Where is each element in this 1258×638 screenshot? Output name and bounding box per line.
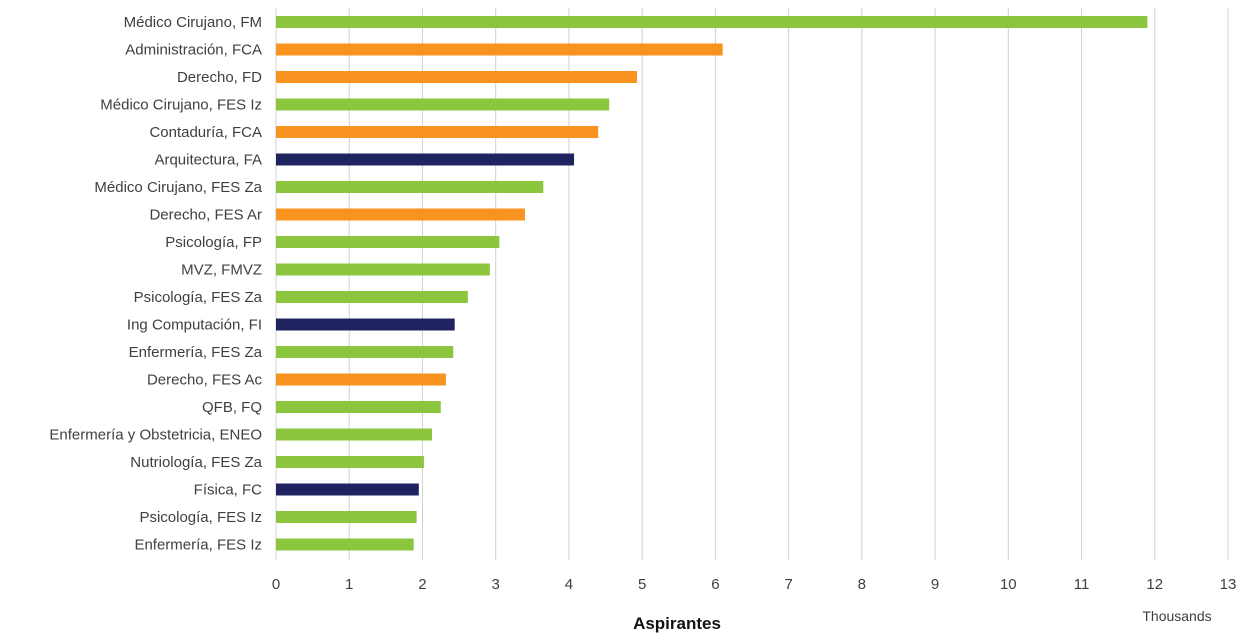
x-tick-label: 3 [492,576,500,593]
bar [276,181,544,193]
bar [276,126,599,138]
category-label: Psicología, FES Za [134,289,263,306]
category-label: Psicología, FES Iz [139,509,262,526]
category-label: Física, FC [194,482,263,499]
bar [276,318,455,331]
x-tick-label: 1 [345,576,353,593]
x-tick-labels: 0 1 2 3 4 5 6 7 8 9 10 11 12 13 [272,576,1237,593]
bar [276,373,446,386]
category-label: Derecho, FD [177,69,262,86]
bar [276,511,417,523]
category-label: Derecho, FES Ac [147,372,263,389]
category-label: Enfermería y Obstetricia, ENEO [49,427,262,444]
bar [276,16,1148,28]
bar [276,263,490,276]
category-label: Psicología, FP [165,234,262,251]
x-tick-label: 10 [1000,576,1017,593]
bar [276,483,419,496]
bar [276,236,500,248]
bar [276,456,424,468]
category-label: Arquitectura, FA [154,152,262,169]
category-label: Contaduría, FCA [149,124,262,141]
bar [276,538,414,551]
x-tick-label: 6 [711,576,719,593]
category-label: Nutriología, FES Za [130,454,262,471]
category-label: Administración, FCA [125,42,262,59]
x-tick-label: 13 [1220,576,1237,593]
x-tick-label: 12 [1146,576,1163,593]
gridlines [275,8,1229,560]
x-units-label: Thousands [1142,608,1211,624]
category-label: Médico Cirujano, FM [124,14,262,31]
bar [276,291,468,303]
category-label: Médico Cirujano, FES Za [94,179,262,196]
category-label: Derecho, FES Ar [149,207,262,224]
bar [276,428,432,441]
x-tick-label: 4 [565,576,573,593]
x-tick-label: 9 [931,576,939,593]
x-tick-label: 5 [638,576,646,593]
x-tick-label: 7 [784,576,792,593]
bar [276,153,575,166]
bars [276,16,1148,551]
x-tick-label: 8 [858,576,866,593]
bar [276,401,441,413]
bar [276,208,525,221]
bar [276,98,610,111]
bar [276,346,454,358]
category-label: Enfermería, FES Iz [134,537,262,554]
x-tick-label: 0 [272,576,280,593]
category-label: Ing Computación, FI [127,317,262,334]
bar [276,71,638,83]
category-label: QFB, FQ [202,399,262,416]
x-axis-title: Aspirantes [633,614,721,633]
category-label: Enfermería, FES Za [129,344,263,361]
category-label: MVZ, FMVZ [181,262,262,279]
bar [276,43,723,56]
x-tick-label: 11 [1074,576,1090,593]
x-tick-label: 2 [418,576,426,593]
category-label: Médico Cirujano, FES Iz [100,97,262,114]
category-labels: Médico Cirujano, FM Administración, FCA De… [49,14,262,554]
